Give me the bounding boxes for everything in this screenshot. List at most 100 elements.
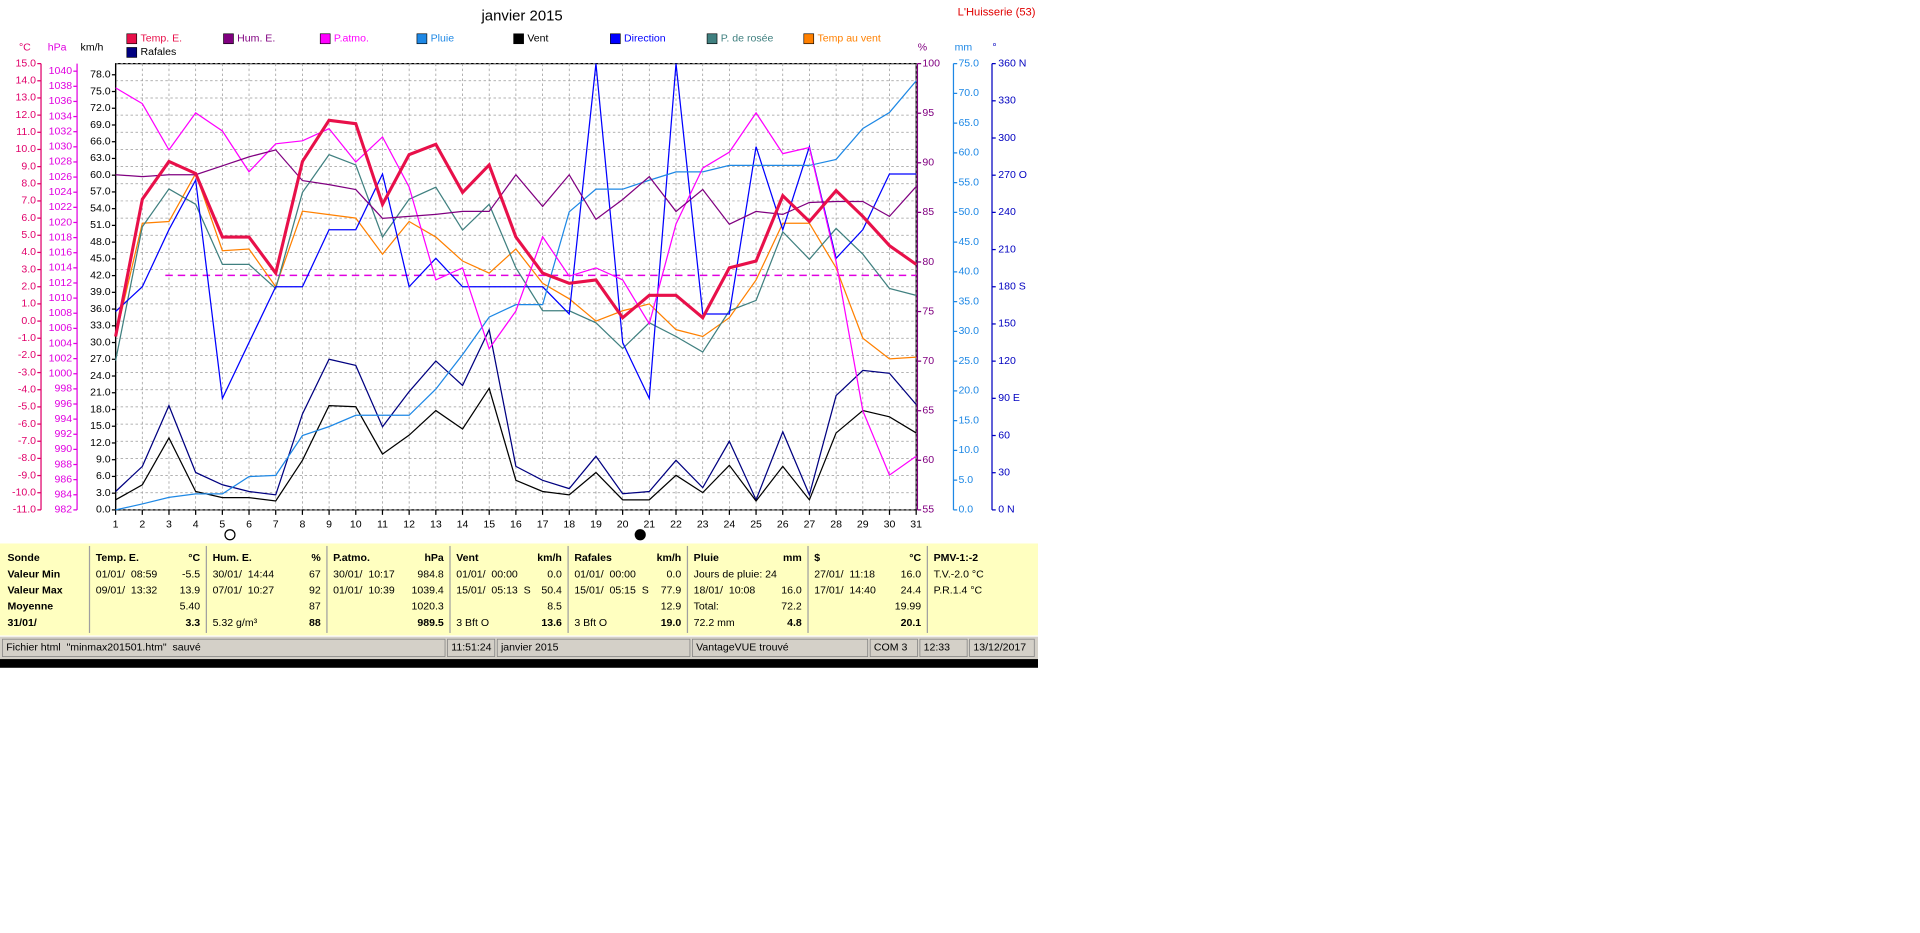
y-tick-label: 1034 [49, 110, 73, 122]
y-tick-label: 994 [54, 413, 72, 425]
cell-value: -5.5 [182, 568, 200, 580]
y-tick-label: 57.0 [90, 186, 111, 198]
y-tick-label: 1008 [49, 307, 73, 319]
cell-value: 8.5 [547, 601, 562, 613]
y-tick-label: 1006 [49, 322, 73, 334]
y-tick-label: 1026 [49, 171, 73, 183]
y-tick-label: 0.0 [96, 504, 111, 516]
y-tick-label: 21.0 [90, 387, 111, 399]
cell-value: 1039.4 [412, 584, 444, 596]
y-tick-label: 30 [998, 467, 1010, 479]
moon-new [224, 529, 236, 541]
y-tick-label: 45.0 [958, 236, 979, 248]
x-tick-label: 14 [457, 519, 469, 531]
y-tick-label: 33.0 [90, 320, 111, 332]
status-text: COM 3 [874, 642, 908, 654]
y-tick-label: 3.0 [21, 263, 36, 275]
cell-value: 92 [309, 584, 321, 596]
y-tick-label: -11.0 [13, 504, 36, 516]
legend-swatch [416, 33, 428, 45]
y-tick-label: 11.0 [16, 126, 36, 138]
cell-value: 989.5 [417, 617, 444, 629]
y-tick-label: 1018 [49, 231, 73, 243]
x-tick-label: 20 [617, 519, 629, 531]
status-cell [2, 638, 446, 657]
cell-value: 24.4 [901, 584, 922, 596]
y-tick-label: 10.0 [958, 444, 979, 456]
y-tick-label: 65 [922, 405, 934, 417]
series-line [115, 149, 917, 226]
y-tick-label: 0.0 [21, 315, 36, 327]
y-tick-label: 300 [998, 132, 1016, 144]
column-unit: °C [909, 552, 921, 564]
screenshot: janvier 2015 L'Huisserie (53) °C -11.0 -10… [0, 0, 1038, 668]
cell-text: 17/01/ 14:40 [814, 584, 876, 596]
cell-text: T.V.-2.0 °C [934, 568, 985, 580]
chart-title: janvier 2015 [480, 8, 562, 24]
x-tick-label: 28 [830, 519, 842, 531]
y-tick-label: 270 O [998, 169, 1027, 181]
cell-text: 07/01/ 10:27 [213, 584, 275, 596]
station-name: L'Huisserie (53) [958, 7, 1036, 19]
legend-swatch [223, 33, 234, 45]
series-line [115, 171, 917, 360]
cell-value: 16.0 [901, 568, 922, 580]
cell-value: 77.9 [661, 584, 682, 596]
y-tick-label: 10.0 [16, 143, 37, 155]
axis-unit: hPa [48, 41, 67, 53]
cell-text: 30/01/ 10:17 [333, 568, 395, 580]
y-tick-label: -1.0 [18, 332, 36, 344]
y-tick-label: 15.0 [90, 420, 111, 432]
y-tick-label: -5.0 [18, 401, 36, 413]
y-tick-label: 1012 [49, 277, 73, 289]
x-tick-label: 27 [804, 519, 816, 531]
x-tick-label: 25 [750, 519, 762, 531]
status-text: 11:51:24 [451, 642, 491, 654]
y-tick-label: 5.0 [958, 474, 973, 486]
x-tick-label: 3 [166, 519, 172, 531]
x-tick-label: 19 [590, 519, 602, 531]
cell-value: 87 [309, 601, 321, 613]
cell-text: 5.32 g/m³ [213, 617, 258, 629]
cell-value: 19.0 [661, 617, 682, 629]
cell-value: 13.9 [180, 584, 201, 596]
y-tick-label: 12.0 [90, 437, 111, 449]
x-tick-label: 16 [510, 519, 522, 531]
cell-value: 88 [309, 617, 321, 629]
cell-text: 15/01/ 05:13 S [456, 584, 530, 596]
y-tick-label: 990 [54, 443, 72, 455]
legend-label: Temp. E. [140, 33, 182, 45]
cell-value: 67 [309, 568, 321, 580]
y-tick-label: 85 [922, 206, 934, 218]
y-tick-label: -2.0 [18, 349, 36, 361]
cell-value: 5.40 [180, 601, 201, 613]
cell-text: 27/01/ 11:18 [814, 568, 875, 580]
cell-text: 15/01/ 05:15 S [574, 584, 648, 596]
cell-text: 09/01/ 13:32 [96, 584, 158, 596]
y-tick-label: 66.0 [90, 136, 111, 148]
cell-value: 0.0 [547, 568, 562, 580]
y-tick-label: 14.0 [16, 75, 37, 87]
cell-text: P.R.1.4 °C [934, 584, 983, 596]
status-cell [692, 638, 869, 657]
y-tick-label: 1004 [49, 337, 73, 349]
status-text: 12:33 [924, 642, 951, 654]
y-tick-label: 982 [54, 504, 72, 516]
y-tick-label: 120 [998, 355, 1016, 367]
cell-text: 18/01/ 10:08 [694, 584, 756, 596]
y-tick-label: 75.0 [958, 57, 979, 69]
x-tick-label: 1 [113, 519, 119, 531]
x-tick-label: 9 [326, 519, 332, 531]
y-tick-label: 8.0 [21, 178, 36, 190]
status-text: 13/12/2017 [973, 642, 1026, 654]
y-tick-label: 5.0 [21, 229, 36, 241]
y-tick-label: 15.0 [958, 414, 979, 426]
column-unit: % [311, 552, 321, 564]
cell-value: 3.3 [185, 617, 200, 629]
x-tick-label: 15 [483, 519, 495, 531]
legend-label: Vent [527, 33, 548, 45]
y-tick-label: 63.0 [90, 152, 111, 164]
row-label: Sonde [7, 552, 39, 564]
y-tick-label: 2.0 [21, 281, 36, 293]
